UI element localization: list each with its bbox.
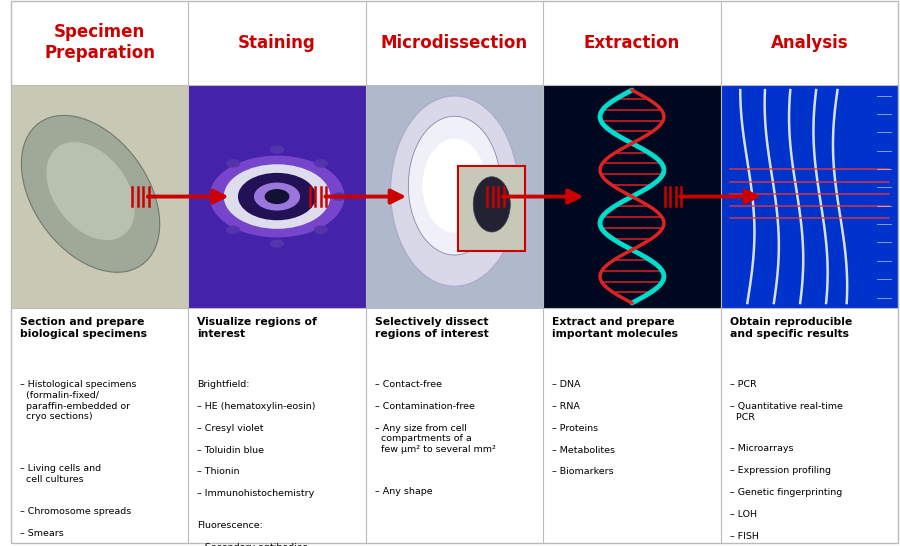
Ellipse shape [391, 96, 518, 286]
Text: – Chromosome spreads: – Chromosome spreads [20, 507, 130, 515]
Circle shape [208, 192, 222, 201]
Circle shape [314, 225, 328, 234]
Text: – Biomarkers: – Biomarkers [552, 467, 614, 476]
Circle shape [226, 159, 240, 168]
Circle shape [270, 239, 284, 248]
Text: Visualize regions of
interest: Visualize regions of interest [197, 317, 317, 339]
Ellipse shape [473, 177, 510, 232]
Text: – Proteins: – Proteins [552, 424, 599, 432]
Text: Selectively dissect
regions of interest: Selectively dissect regions of interest [374, 317, 489, 339]
Text: – Cresyl violet: – Cresyl violet [197, 424, 264, 432]
Text: – Secondary antibodies: – Secondary antibodies [197, 543, 308, 546]
Text: – DNA: – DNA [552, 380, 581, 389]
Ellipse shape [47, 142, 135, 240]
Text: – Quantitative real-time
  PCR: – Quantitative real-time PCR [730, 402, 842, 422]
Text: – Genetic fingerprinting: – Genetic fingerprinting [730, 488, 842, 497]
Text: – Contact-free: – Contact-free [374, 380, 442, 389]
Bar [721, 85, 898, 308]
Text: Extract and prepare
important molecules: Extract and prepare important molecules [552, 317, 678, 339]
Text: – Any shape: – Any shape [374, 487, 432, 496]
Text: – RNA: – RNA [552, 402, 580, 411]
Circle shape [332, 192, 347, 201]
Bar [188, 85, 365, 308]
Text: Staining: Staining [238, 34, 316, 52]
Bar [544, 85, 721, 308]
Text: Extraction: Extraction [584, 34, 680, 52]
Circle shape [254, 182, 300, 211]
Text: – Contamination-free: – Contamination-free [374, 402, 474, 411]
Circle shape [238, 173, 316, 220]
Text: Specimen
Preparation: Specimen Preparation [44, 23, 155, 62]
Bar [11, 85, 188, 308]
Text: Analysis: Analysis [770, 34, 849, 52]
Circle shape [265, 189, 290, 204]
Circle shape [224, 164, 330, 229]
Circle shape [270, 145, 284, 154]
Circle shape [314, 159, 328, 168]
Text: – PCR: – PCR [730, 380, 756, 389]
Text: – HE (hematoxylin-eosin): – HE (hematoxylin-eosin) [197, 402, 316, 411]
Text: – Any size from cell
  compartments of a
  few μm² to several mm²: – Any size from cell compartments of a f… [374, 424, 496, 454]
Text: – Living cells and
  cell cultures: – Living cells and cell cultures [20, 464, 101, 484]
Text: – Histological specimens
  (formalin-fixed/
  paraffin-embedded or
  cryo sectio: – Histological specimens (formalin-fixed… [20, 380, 136, 422]
Text: – LOH: – LOH [730, 510, 757, 519]
Text: – Expression profiling: – Expression profiling [730, 466, 831, 475]
Text: Fluorescence:: Fluorescence: [197, 521, 263, 530]
Text: Section and prepare
biological specimens: Section and prepare biological specimens [20, 317, 147, 339]
Circle shape [226, 225, 240, 234]
Text: Obtain reproducible
and specific results: Obtain reproducible and specific results [730, 317, 851, 339]
Ellipse shape [423, 139, 486, 233]
Ellipse shape [409, 116, 500, 255]
Text: – Smears: – Smears [20, 529, 63, 537]
Text: – Metabolites: – Metabolites [552, 446, 615, 454]
Text: – Thionin: – Thionin [197, 467, 239, 476]
Text: Brightfield:: Brightfield: [197, 380, 249, 389]
Text: – FISH: – FISH [730, 532, 759, 541]
Circle shape [210, 156, 345, 238]
Text: – Toluidin blue: – Toluidin blue [197, 446, 265, 454]
Bar [458, 166, 526, 251]
Ellipse shape [22, 115, 159, 272]
Text: – Microarrays: – Microarrays [730, 444, 793, 453]
Text: – Immunohistochemistry: – Immunohistochemistry [197, 489, 314, 498]
Text: Microdissection: Microdissection [381, 34, 528, 52]
Bar [365, 85, 544, 308]
